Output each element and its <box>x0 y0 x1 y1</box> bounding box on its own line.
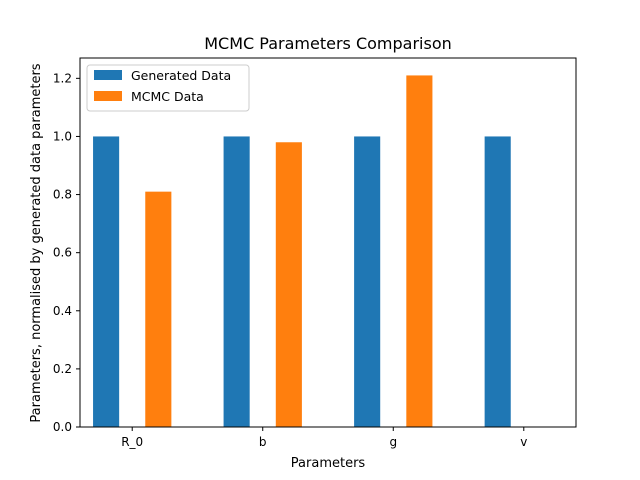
bar-generated-data-v <box>484 136 511 427</box>
y-tick-label: 0.0 <box>53 420 72 434</box>
y-tick-label: 1.0 <box>53 129 72 143</box>
x-tick-label: b <box>259 435 267 449</box>
bar-mcmc-data-b <box>275 142 302 428</box>
bar-mcmc-data-r-0 <box>145 191 172 427</box>
y-axis-label: Parameters, normalised by generated data… <box>29 63 44 422</box>
x-tick-label: g <box>389 435 397 449</box>
x-tick-label: R_0 <box>121 435 143 449</box>
legend-label: Generated Data <box>131 68 231 83</box>
y-tick-label: 1.2 <box>53 71 72 85</box>
axes-frame <box>79 57 577 428</box>
y-tick-label: 0.2 <box>53 362 72 376</box>
legend-label: MCMC Data <box>131 89 204 104</box>
legend: Generated Data MCMC Data <box>86 64 250 112</box>
bar-generated-data-b <box>223 136 250 427</box>
y-tick-label: 0.4 <box>53 304 72 318</box>
legend-box <box>86 64 250 112</box>
x-tick-label: v <box>520 435 527 449</box>
legend-swatch <box>94 91 122 101</box>
bar-generated-data-r-0 <box>93 136 120 427</box>
plot-area: 0.0 0.2 0.4 0.6 0.8 1.0 1.2 R_0 b g v Generated Dat… <box>53 57 577 449</box>
x-axis-label: Parameters <box>291 456 366 471</box>
legend-swatch <box>94 70 122 80</box>
y-tick-label: 0.8 <box>53 188 72 202</box>
y-tick-label: 0.6 <box>53 246 72 260</box>
chart-title: MCMC Parameters Comparison <box>204 34 452 53</box>
bar-generated-data-g <box>354 136 381 427</box>
bar-mcmc-data-g <box>406 75 433 427</box>
